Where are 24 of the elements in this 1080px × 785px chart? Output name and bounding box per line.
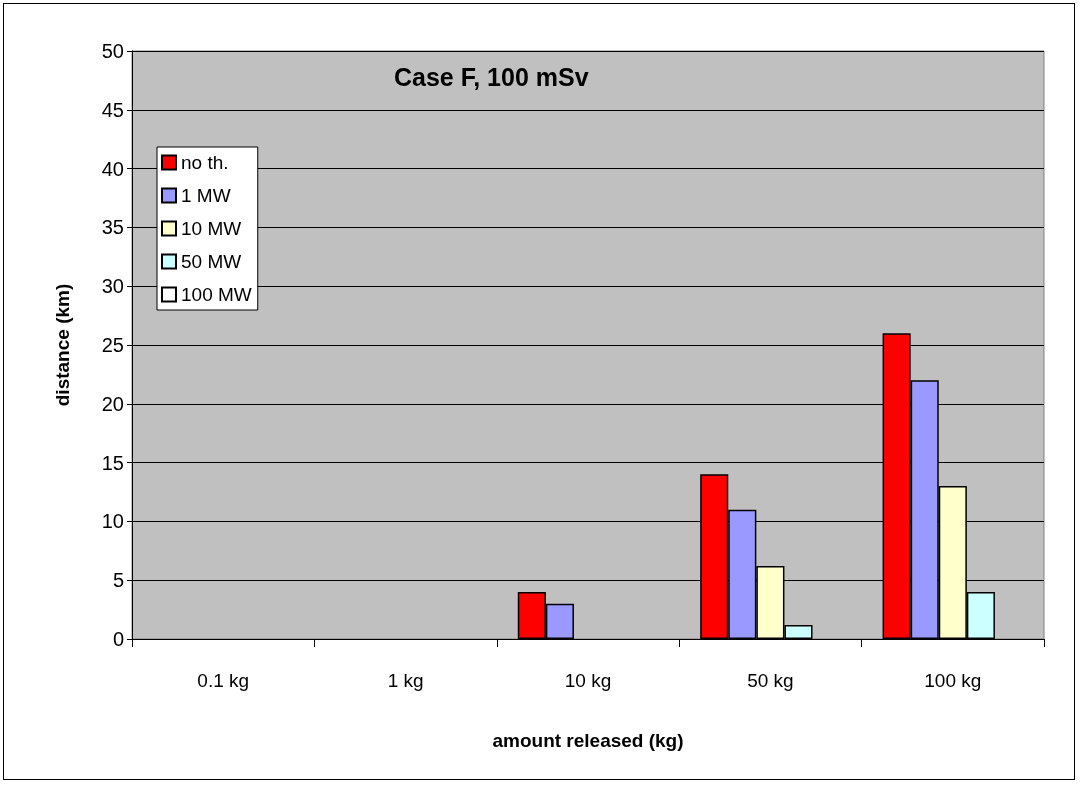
x-tick-label: 50 kg (747, 670, 794, 691)
x-tick-label: 100 kg (924, 670, 982, 691)
x-tick-label: 1 kg (387, 670, 424, 691)
x-axis-title: amount released (kg) (492, 730, 684, 751)
text: Case F, 100 mSv (394, 62, 589, 91)
y-tick-label: 40 (101, 157, 124, 180)
y-tick-label: 35 (101, 216, 124, 239)
legend-label: 10 MW (181, 218, 242, 239)
legend-label: 100 MW (181, 284, 252, 305)
y-axis-title: distance (km) (52, 283, 73, 407)
y-tick-label: 0 (112, 628, 124, 650)
legend-label: no th. (181, 152, 229, 173)
legend-label: 50 MW (181, 251, 242, 272)
y-tick-label: 30 (101, 275, 124, 298)
x-tick-label: 0.1 kg (197, 670, 250, 691)
x-tick-label: 10 kg (564, 670, 612, 691)
y-tick-label: 20 (101, 392, 124, 415)
legend-label: 1 MW (181, 185, 231, 206)
y-tick-label: 50 (101, 40, 124, 62)
y-tick-label: 5 (112, 569, 124, 592)
y-tick-label: 15 (101, 451, 124, 474)
y-tick-label: 45 (101, 98, 124, 121)
y-tick-label: 25 (101, 334, 124, 356)
y-tick-label: 10 (101, 510, 124, 533)
